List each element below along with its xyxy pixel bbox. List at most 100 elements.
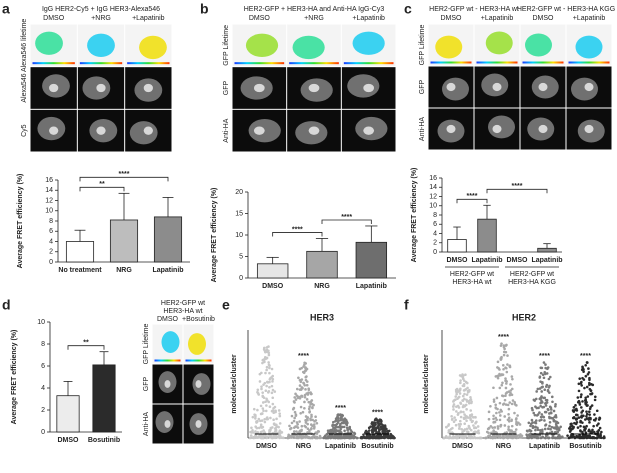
dot xyxy=(468,433,471,437)
dot xyxy=(534,405,537,408)
dot xyxy=(250,426,253,430)
column-header: +NRG xyxy=(91,15,111,22)
dot xyxy=(454,395,458,398)
dot xyxy=(256,408,259,412)
dot xyxy=(602,436,606,440)
dot xyxy=(292,426,296,429)
dot xyxy=(544,404,548,407)
dot xyxy=(306,422,309,426)
x-tick-label: DMSO xyxy=(256,443,278,450)
dot xyxy=(514,418,518,421)
dot xyxy=(587,367,590,370)
dot xyxy=(598,416,601,420)
dot xyxy=(510,429,513,432)
y-tick-label: 12 xyxy=(429,193,437,200)
dot xyxy=(298,420,301,423)
dot xyxy=(469,395,472,399)
dot xyxy=(500,373,504,376)
x-tick-label: Bosutinib xyxy=(88,437,120,444)
dot xyxy=(548,375,552,379)
dot xyxy=(467,401,471,405)
dot xyxy=(375,434,379,438)
dot xyxy=(367,431,370,435)
dot xyxy=(326,429,330,433)
dot xyxy=(496,374,499,378)
dot xyxy=(380,436,384,439)
dot xyxy=(544,398,548,402)
dot xyxy=(265,380,269,384)
dot xyxy=(576,426,580,429)
lifetime-scale xyxy=(127,62,170,65)
cell-core xyxy=(253,83,265,93)
dot xyxy=(532,411,536,415)
dot xyxy=(253,413,256,416)
group-label: HER2-GFP wt xyxy=(450,271,494,278)
y-tick-label: 5 xyxy=(239,253,243,260)
row-label: Anti-HA xyxy=(419,117,426,141)
dot xyxy=(487,431,490,435)
dot xyxy=(584,398,588,402)
dot xyxy=(267,363,271,367)
dot xyxy=(308,411,311,414)
x-tick-label: DMSO xyxy=(452,443,474,450)
dot xyxy=(540,395,543,398)
dot xyxy=(465,408,468,411)
dot xyxy=(381,430,384,434)
cell-core xyxy=(446,82,456,92)
dot xyxy=(458,427,461,430)
bar xyxy=(447,239,467,253)
dot xyxy=(267,361,270,364)
dot xyxy=(593,398,597,402)
error-bar xyxy=(74,229,86,242)
cell-core xyxy=(164,420,171,428)
bar xyxy=(92,364,116,433)
dot xyxy=(488,434,491,438)
cell-core xyxy=(195,380,202,388)
x-tick-label: DMSO xyxy=(262,283,284,290)
dot xyxy=(346,428,349,432)
dot xyxy=(465,419,468,423)
dot xyxy=(492,398,496,401)
dot xyxy=(584,431,588,434)
dot xyxy=(498,401,502,405)
dot xyxy=(504,392,508,395)
dot xyxy=(362,436,366,439)
dot xyxy=(496,434,499,438)
dot xyxy=(251,436,255,440)
bar xyxy=(306,250,338,279)
dot xyxy=(459,415,463,419)
dot xyxy=(465,427,469,431)
dot xyxy=(257,426,261,430)
dot xyxy=(547,386,551,389)
dot xyxy=(591,383,595,387)
dot xyxy=(476,431,480,435)
dot xyxy=(599,432,602,436)
x-tick-label: NRG xyxy=(116,267,132,274)
row-label: GFP xyxy=(143,376,150,391)
dot xyxy=(312,423,316,426)
dot xyxy=(339,428,342,431)
dot xyxy=(339,416,343,420)
dot xyxy=(254,436,258,440)
dot xyxy=(304,367,307,370)
dot xyxy=(538,419,541,422)
dot xyxy=(517,421,520,425)
cell-core xyxy=(363,126,375,135)
dot xyxy=(515,436,518,440)
dot xyxy=(506,403,510,407)
dot xyxy=(548,420,552,424)
dot xyxy=(579,424,582,428)
cell xyxy=(129,121,158,145)
error-bar xyxy=(543,243,551,249)
dot xyxy=(533,425,537,429)
dot xyxy=(254,415,257,418)
dot xyxy=(323,435,326,439)
dot xyxy=(293,410,297,414)
dot xyxy=(454,418,457,422)
dot xyxy=(290,421,294,425)
cell xyxy=(188,333,206,355)
lifetime-scale xyxy=(568,61,610,64)
error-bar xyxy=(453,226,461,240)
x-tick-label: Lapatinib xyxy=(471,257,502,264)
dot xyxy=(542,396,545,400)
